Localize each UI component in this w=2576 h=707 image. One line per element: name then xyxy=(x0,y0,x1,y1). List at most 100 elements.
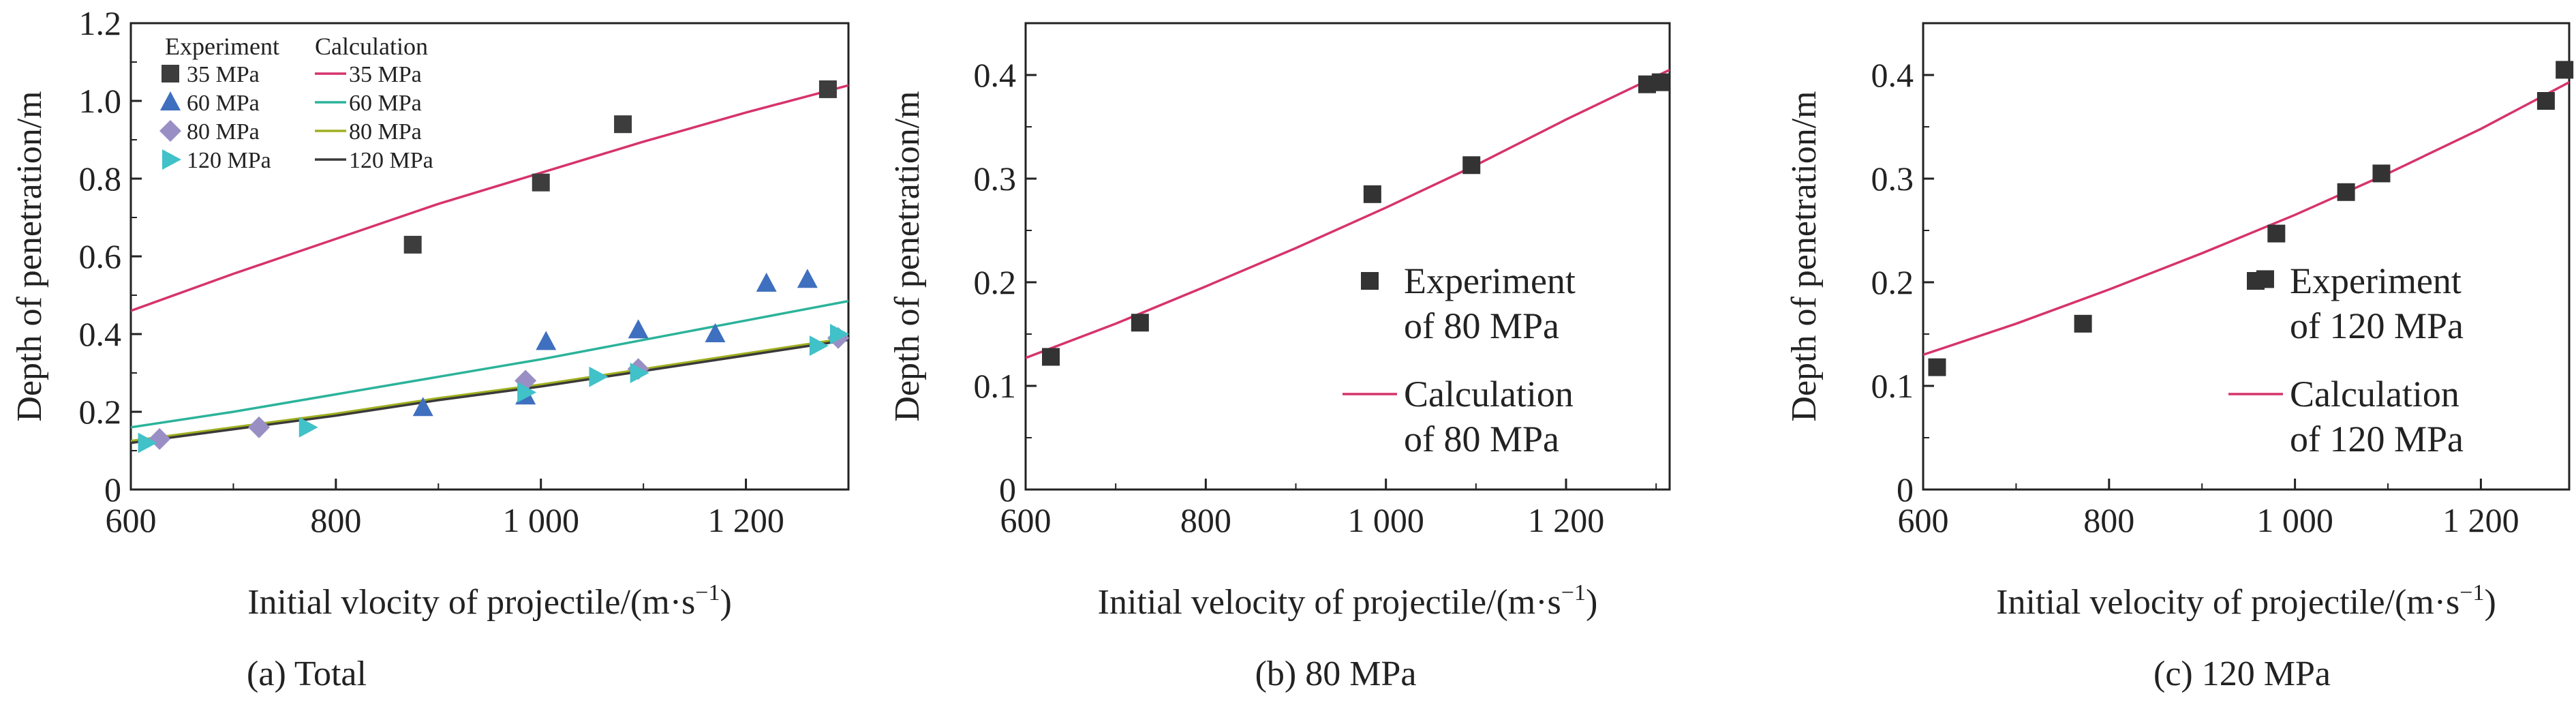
y-tick-label: 0.1 xyxy=(1871,367,1914,405)
y-tick-label: 0.8 xyxy=(79,160,122,198)
y-tick-label: 0.2 xyxy=(1871,263,1914,301)
y-tick-label: 0.2 xyxy=(974,263,1017,301)
data-point xyxy=(2337,183,2355,201)
y-axis-label: Depth of penetration/m xyxy=(1785,91,1824,421)
plot-frame xyxy=(1922,22,2571,491)
y-tick-label: 0 xyxy=(1897,470,1914,509)
legend-experiment-line2: of 80 MPa xyxy=(1404,305,1559,346)
legend-marker xyxy=(159,120,181,142)
legend-calculation-label: 80 MPa xyxy=(349,119,422,145)
legend-calculation-line2: of 120 MPa xyxy=(2290,419,2464,460)
legend-experiment-label: 80 MPa xyxy=(187,119,260,145)
legend-marker xyxy=(160,91,181,110)
y-tick-label: 0.6 xyxy=(79,237,122,275)
data-point xyxy=(138,432,157,453)
legend-experiment-title: Experiment xyxy=(165,33,279,60)
data-point xyxy=(2536,92,2555,110)
legend-marker xyxy=(2247,272,2265,290)
data-point xyxy=(1651,73,1670,91)
data-point xyxy=(412,397,433,417)
data-point xyxy=(2372,164,2391,183)
data-point xyxy=(797,269,818,288)
data-point xyxy=(809,335,829,357)
legend-calculation-title: Calculation xyxy=(315,33,428,60)
y-tick-label: 0.1 xyxy=(974,367,1017,405)
y-axis-label: Depth of penetration/m xyxy=(10,91,49,421)
legend-marker xyxy=(162,149,181,170)
legend-marker xyxy=(1361,272,1379,290)
x-tick-label: 1 200 xyxy=(2442,501,2519,539)
legend-marker xyxy=(162,65,179,82)
panel-caption: (a) Total xyxy=(247,655,367,693)
legend-calculation-label: 120 MPa xyxy=(349,148,433,173)
data-point xyxy=(1363,185,1381,203)
data-point xyxy=(1928,358,1946,376)
data-point xyxy=(403,235,422,254)
data-point xyxy=(149,427,171,450)
x-tick-label: 800 xyxy=(310,501,361,539)
legend-calculation-label: 35 MPa xyxy=(349,62,422,87)
series-line xyxy=(1026,68,1670,359)
x-axis-label: Initial velocity of projectile/(m·s−1) xyxy=(1098,580,1598,622)
x-tick-label: 800 xyxy=(1180,501,1231,539)
panel-caption: (b) 80 MPa xyxy=(1255,655,1417,693)
data-point xyxy=(829,324,849,344)
chart-panel-80mpa: 600 800 1 000 1 200 0 0.1 0.2 0.3 0.4 Initial vel… xyxy=(888,22,1671,693)
x-tick-label: 600 xyxy=(106,501,157,539)
y-tick-label: 0.4 xyxy=(1871,56,1914,94)
y-tick-label: 0 xyxy=(104,470,121,509)
x-tick-label: 600 xyxy=(1000,501,1052,539)
series-line xyxy=(1923,81,2569,357)
x-axis-label: Initial vlocity of projectile/(m·s−1) xyxy=(247,580,732,622)
x-tick-label: 1 200 xyxy=(707,501,784,539)
legend-experiment-line1: Experiment xyxy=(2290,260,2462,301)
data-point xyxy=(630,363,649,383)
y-tick-label: 0 xyxy=(999,470,1016,509)
series-line xyxy=(131,336,848,442)
data-point xyxy=(536,331,557,350)
data-point xyxy=(532,173,550,192)
plot-frame xyxy=(1024,22,1671,491)
data-point xyxy=(2556,61,2574,79)
data-point xyxy=(705,323,726,342)
y-tick-label: 0.4 xyxy=(974,56,1017,94)
x-tick-label: 1 200 xyxy=(1528,501,1605,539)
panel-caption: (c) 120 MPa xyxy=(2153,655,2331,693)
legend-experiment-label: 60 MPa xyxy=(187,91,260,116)
data-point xyxy=(818,80,837,98)
y-tick-label: 0.3 xyxy=(974,160,1017,198)
data-point xyxy=(628,319,649,339)
data-point xyxy=(2074,314,2092,333)
x-axis-label: Initial velocity of projectile/(m·s−1) xyxy=(1996,580,2496,622)
series-line xyxy=(131,299,848,429)
data-point xyxy=(1462,156,1481,175)
data-point xyxy=(248,416,271,438)
data-point xyxy=(517,382,537,403)
data-point xyxy=(1131,314,1149,332)
data-point xyxy=(1042,348,1060,366)
data-point xyxy=(756,272,777,292)
legend-calculation-line1: Calculation xyxy=(2290,374,2459,415)
data-point xyxy=(2267,224,2286,243)
x-tick-label: 1 000 xyxy=(1347,501,1424,539)
legend-calculation-line1: Calculation xyxy=(1404,374,1574,415)
chart-panel-total: 600 800 1 000 1 200 0 0.2 0.4 0.6 0.8 1.0 1.2 Initi… xyxy=(10,4,850,693)
x-tick-label: 1 000 xyxy=(2256,501,2333,539)
legend-experiment-line1: Experiment xyxy=(1404,260,1576,301)
data-point xyxy=(589,366,609,387)
data-point xyxy=(298,417,318,438)
series-line xyxy=(131,84,848,312)
y-tick-label: 0.4 xyxy=(79,315,122,353)
x-tick-label: 800 xyxy=(2083,501,2134,539)
x-tick-label: 1 000 xyxy=(502,501,579,539)
y-tick-label: 0.3 xyxy=(1871,160,1914,198)
chart-panel-120mpa: 600 800 1 000 1 200 0 0.1 0.2 0.3 0.4 Initial vel… xyxy=(1785,22,2574,693)
x-tick-label: 600 xyxy=(1898,501,1949,539)
y-tick-label: 0.2 xyxy=(79,393,122,431)
y-tick-label: 1.2 xyxy=(79,4,122,42)
legend-experiment-label: 35 MPa xyxy=(187,62,260,87)
data-point xyxy=(614,115,632,134)
y-axis-label: Depth of penetration/m xyxy=(888,91,927,421)
y-tick-label: 1.0 xyxy=(79,82,122,120)
